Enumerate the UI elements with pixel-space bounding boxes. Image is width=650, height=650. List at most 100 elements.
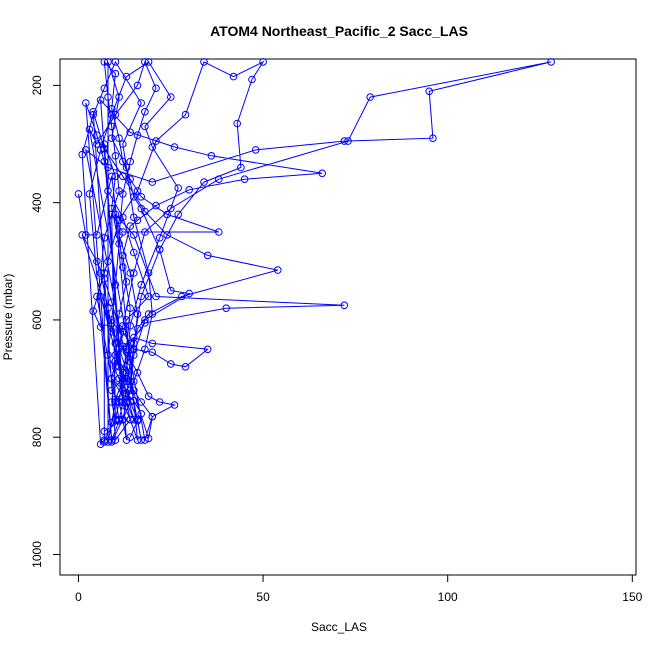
data-point	[119, 213, 127, 222]
x-axis-label: Sacc_LAS	[311, 620, 367, 634]
data-point	[111, 415, 120, 424]
data-point	[78, 150, 86, 159]
data-point	[144, 392, 153, 401]
data-point	[104, 93, 112, 101]
y-tick-label: 400	[30, 192, 44, 212]
data-point	[126, 157, 134, 166]
data-point	[170, 401, 179, 409]
data-point	[96, 440, 105, 449]
data-point	[181, 363, 190, 371]
data-point	[96, 323, 105, 331]
data-point	[130, 333, 138, 342]
data-point	[167, 286, 175, 295]
data-point	[100, 84, 109, 93]
data-point	[163, 231, 171, 239]
data-point	[429, 134, 437, 142]
data-point	[340, 301, 349, 310]
data-point	[96, 292, 105, 301]
data-point	[111, 152, 120, 160]
data-point	[85, 125, 94, 134]
y-tick-label: 800	[30, 427, 44, 447]
data-point	[100, 275, 109, 283]
data-point	[122, 278, 131, 286]
data-point	[89, 307, 97, 315]
chart-title: ATOM4 Northeast_Pacific_2 Sacc_LAS	[210, 23, 468, 39]
data-point	[130, 415, 138, 424]
data-point	[366, 93, 375, 101]
data-point	[141, 228, 149, 236]
data-point	[107, 172, 116, 181]
data-point	[119, 327, 127, 336]
data-point	[126, 339, 134, 348]
data-point	[89, 108, 97, 116]
data-point	[425, 87, 434, 96]
data-point	[115, 134, 123, 142]
data-point	[130, 377, 138, 386]
data-point	[233, 119, 241, 128]
data-point	[119, 140, 127, 148]
data-point	[200, 58, 208, 66]
data-point	[115, 93, 123, 101]
data-point	[133, 436, 142, 444]
data-point	[222, 304, 230, 313]
data-point	[111, 69, 120, 78]
data-point	[133, 310, 142, 318]
data-point	[100, 58, 109, 66]
data-point	[126, 128, 134, 137]
data-point	[119, 368, 127, 377]
data-point	[144, 434, 153, 443]
data-point	[111, 363, 120, 371]
data-point	[100, 269, 109, 277]
data-point	[126, 222, 134, 230]
data-point	[130, 231, 138, 239]
data-point	[126, 433, 134, 442]
data-point	[163, 210, 171, 219]
series-layer	[74, 58, 555, 449]
data-point	[96, 269, 105, 277]
data-point	[115, 363, 123, 371]
data-point	[155, 245, 164, 254]
data-point	[130, 339, 138, 348]
data-point	[130, 397, 138, 405]
data-point	[174, 210, 182, 219]
y-axis-label: Pressure (mbar)	[1, 274, 15, 361]
data-point	[115, 187, 123, 195]
data-point	[237, 163, 245, 172]
data-point	[115, 417, 123, 425]
data-point	[547, 58, 555, 66]
data-point	[152, 292, 160, 301]
data-point	[107, 319, 116, 327]
data-point	[122, 363, 131, 371]
data-point	[122, 316, 131, 324]
data-point	[170, 143, 179, 151]
data-point	[115, 239, 123, 248]
data-point	[111, 357, 120, 365]
data-point	[137, 281, 145, 289]
data-point	[203, 345, 212, 354]
data-point	[107, 436, 116, 444]
data-point	[111, 339, 120, 348]
data-point	[100, 140, 109, 148]
x-tick-label: 50	[256, 590, 270, 604]
data-point	[107, 398, 116, 406]
data-point	[148, 339, 157, 348]
data-point	[107, 122, 116, 131]
data-point	[100, 234, 109, 242]
data-point	[122, 368, 131, 377]
data-point	[148, 348, 157, 357]
data-point	[107, 298, 116, 307]
data-point	[155, 234, 164, 242]
data-point	[111, 210, 120, 219]
data-point	[119, 377, 127, 386]
data-point	[107, 210, 116, 219]
data-point	[126, 322, 134, 330]
data-point	[340, 137, 349, 145]
data-point	[96, 96, 105, 104]
data-point	[130, 248, 138, 257]
data-point	[122, 398, 131, 406]
data-point	[133, 368, 142, 377]
data-point	[119, 263, 127, 272]
data-point	[167, 360, 175, 368]
data-point	[137, 99, 145, 107]
data-point	[104, 304, 112, 313]
